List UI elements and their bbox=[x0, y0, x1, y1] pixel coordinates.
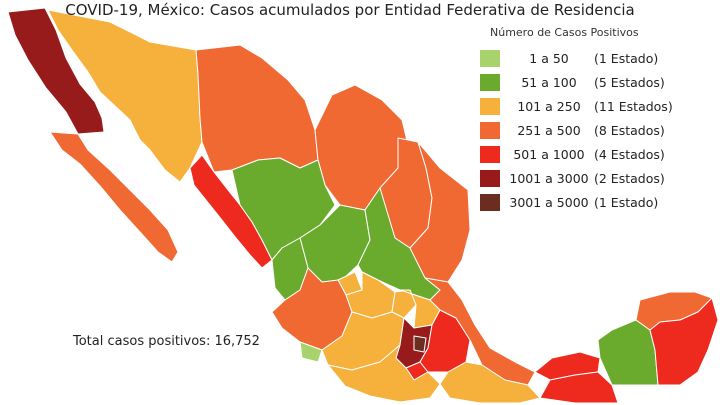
total-cases-label: Total casos positivos: 16,752 bbox=[73, 334, 260, 349]
legend-count: (2 Estados) bbox=[594, 170, 665, 186]
legend-range: 501 a 1000 bbox=[513, 146, 585, 162]
region-chihuahua bbox=[195, 44, 319, 173]
legend-item: 1 a 50 (1 Estado) bbox=[480, 46, 673, 70]
legend-item: 251 a 500 (8 Estados) bbox=[480, 118, 673, 142]
map-title: COVID-19, México: Casos acumulados por E… bbox=[65, 1, 635, 19]
legend-swatch bbox=[480, 73, 500, 91]
legend-count: (1 Estado) bbox=[594, 194, 659, 210]
region-oaxaca bbox=[439, 361, 541, 404]
legend-item: 101 a 250 (11 Estados) bbox=[480, 94, 673, 118]
legend-title: Número de Casos Positivos bbox=[490, 26, 639, 39]
legend-swatch bbox=[480, 49, 500, 67]
region-baja-california bbox=[7, 7, 105, 135]
region-guerrero bbox=[327, 344, 441, 403]
region-quintana-roo bbox=[649, 297, 719, 386]
legend-swatch bbox=[480, 121, 500, 139]
region-chiapas bbox=[539, 371, 619, 404]
legend-range: 1 a 50 bbox=[529, 50, 569, 66]
legend-range: 51 a 100 bbox=[521, 74, 577, 90]
legend-count: (1 Estado) bbox=[594, 50, 659, 66]
legend-count: (8 Estados) bbox=[594, 122, 665, 138]
region-ciudad-de-mexico bbox=[413, 335, 427, 353]
legend-item: 3001 a 5000 (1 Estado) bbox=[480, 190, 673, 214]
legend-count: (11 Estados) bbox=[594, 98, 673, 114]
legend-range: 3001 a 5000 bbox=[509, 194, 589, 210]
legend-item: 501 a 1000 (4 Estados) bbox=[480, 142, 673, 166]
legend-swatch bbox=[480, 193, 500, 211]
legend-swatch bbox=[480, 97, 500, 115]
legend-count: (4 Estados) bbox=[594, 146, 665, 162]
legend-count: (5 Estados) bbox=[594, 74, 665, 90]
legend-range: 251 a 500 bbox=[517, 122, 581, 138]
legend-item: 51 a 100 (5 Estados) bbox=[480, 70, 673, 94]
legend-range: 101 a 250 bbox=[517, 98, 581, 114]
legend-range: 1001 a 3000 bbox=[509, 170, 589, 186]
legend: 1 a 50 (1 Estado) 51 a 100 (5 Estados) 1… bbox=[480, 46, 673, 214]
legend-swatch bbox=[480, 145, 500, 163]
region-colima bbox=[299, 341, 323, 363]
legend-item: 1001 a 3000 (2 Estados) bbox=[480, 166, 673, 190]
legend-swatch bbox=[480, 169, 500, 187]
region-baja-california-sur bbox=[49, 131, 179, 263]
